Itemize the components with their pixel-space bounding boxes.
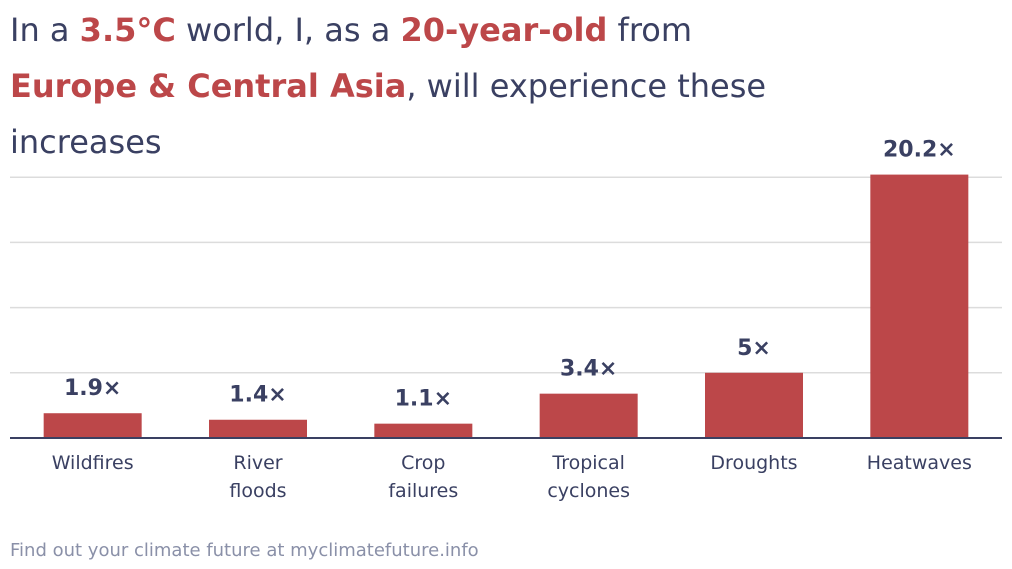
bar-3 [539, 393, 638, 438]
title-text-1: In a [10, 11, 80, 49]
data-label-5: 20.2× [883, 138, 956, 163]
title-region: Europe & Central Asia [10, 67, 407, 105]
bar-5 [870, 174, 969, 439]
bar-1 [209, 419, 307, 438]
title-text-4: , will experience these increases [10, 67, 767, 161]
chart-title: In a 3.5°C world, I, as a 20-year-old fr… [10, 2, 790, 170]
footer-link-text: Find out your climate future at myclimat… [10, 540, 479, 561]
x-tick-label-2-0: Crop [401, 452, 445, 474]
data-label-2: 1.1× [395, 387, 452, 412]
x-tick-label-4-0: Droughts [710, 452, 797, 474]
title-text-3: from [607, 11, 693, 49]
bar-4 [705, 372, 803, 438]
bar-0 [43, 413, 142, 438]
title-temperature: 3.5°C [79, 11, 176, 49]
data-label-1: 1.4× [229, 383, 286, 408]
x-tick-label-1-1: floods [229, 480, 286, 502]
x-tick-label-3-0: Tropical [551, 452, 625, 474]
title-text-2: world, I, as a [175, 11, 401, 49]
bar-2 [374, 423, 473, 438]
x-tick-label-3-1: cyclones [547, 480, 630, 502]
data-label-3: 3.4× [560, 357, 617, 382]
title-age: 20-year-old [400, 11, 608, 49]
x-tick-label-5-0: Heatwaves [867, 452, 972, 474]
x-tick-label-1-0: River [233, 452, 282, 474]
data-label-4: 5× [737, 336, 771, 361]
x-tick-label-2-1: failures [388, 480, 458, 502]
x-tick-label-0-0: Wildfires [52, 452, 134, 474]
data-label-0: 1.9× [64, 376, 121, 401]
